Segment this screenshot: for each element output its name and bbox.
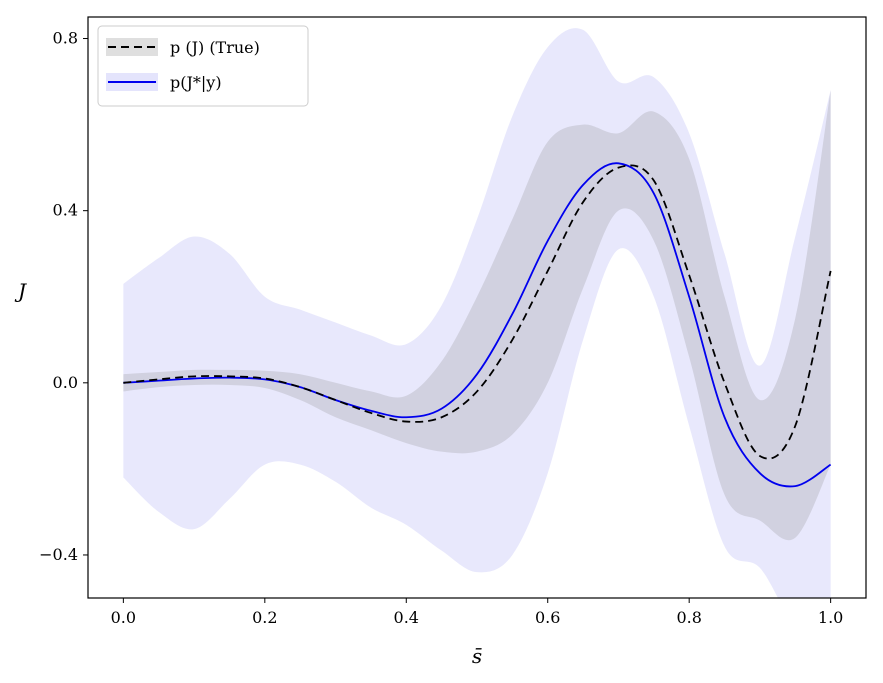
y-axis: −0.4 0.0 0.4 0.8 bbox=[39, 29, 88, 564]
confidence-bands bbox=[123, 28, 831, 598]
x-tick-label: 0.4 bbox=[394, 608, 419, 627]
x-tick-label: 0.8 bbox=[676, 608, 701, 627]
plot-frame bbox=[87, 16, 867, 599]
y-tick-label: 0.8 bbox=[53, 29, 78, 48]
x-tick-label: 0.6 bbox=[535, 608, 560, 627]
band-true bbox=[123, 90, 831, 541]
series-lines bbox=[123, 162, 832, 488]
x-tick-label: 0.0 bbox=[111, 608, 136, 627]
legend-label-posterior: p(J*|y) bbox=[170, 73, 222, 92]
y-tick-label: 0.0 bbox=[53, 373, 78, 392]
x-axis-label: s̄ bbox=[472, 644, 482, 668]
legend-band-true bbox=[106, 38, 158, 56]
band-posterior bbox=[123, 28, 831, 598]
legend-label-true: p (J) (True) bbox=[170, 38, 260, 57]
line-true bbox=[123, 164, 832, 460]
line-posterior bbox=[123, 162, 832, 488]
x-tick-label: 1.0 bbox=[818, 608, 843, 627]
x-tick-label: 0.2 bbox=[252, 608, 277, 627]
y-axis-label: J bbox=[14, 279, 27, 303]
y-tick-label: −0.4 bbox=[39, 545, 78, 564]
y-tick-label: 0.4 bbox=[53, 201, 78, 220]
x-axis: 0.0 0.2 0.4 0.6 0.8 1.0 bbox=[111, 598, 843, 627]
legend: p (J) (True) p(J*|y) bbox=[97, 25, 309, 107]
